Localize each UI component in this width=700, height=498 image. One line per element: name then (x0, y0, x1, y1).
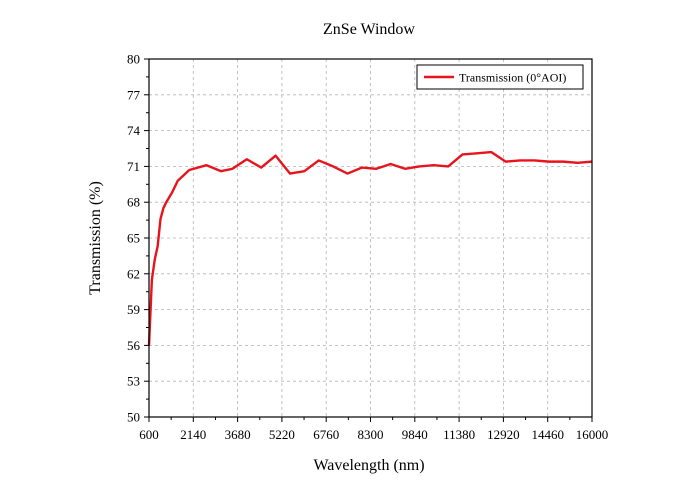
legend: Transmission (0°AOI) (416, 64, 584, 90)
y-tick-label: 56 (127, 338, 141, 353)
y-axis-title: Transmission (%) (87, 181, 104, 295)
x-tick-label: 5220 (269, 427, 295, 442)
y-tick-label: 71 (127, 159, 140, 174)
y-tick-label: 68 (127, 195, 140, 210)
y-tick-label: 65 (127, 231, 140, 246)
y-tick-label: 74 (127, 123, 141, 138)
x-tick-label: 9840 (402, 427, 428, 442)
axis-ticks: 600 2140 3680 5220 6760 8300 9840 11380 12920 144… (127, 52, 608, 443)
legend-label-transmission: Transmission (0°AOI) (459, 71, 566, 85)
grid-lines (149, 59, 592, 417)
y-tick-label: 59 (127, 302, 140, 317)
x-tick-label: 11380 (443, 427, 475, 442)
chart-title: ZnSe Window (323, 21, 415, 38)
y-tick-label: 80 (127, 52, 140, 67)
series-line-transmission (147, 150, 593, 346)
x-tick-label: 3680 (225, 427, 251, 442)
y-tick-label: 62 (127, 266, 140, 281)
y-tick-label: 50 (127, 410, 140, 425)
x-tick-label: 8300 (358, 427, 384, 442)
x-tick-label: 14460 (531, 427, 564, 442)
x-tick-label: 2140 (180, 427, 206, 442)
y-tick-label: 53 (127, 374, 140, 389)
x-tick-label: 6760 (313, 427, 339, 442)
series-layer (147, 150, 593, 346)
x-axis-title: Wavelength (nm) (313, 457, 424, 474)
x-tick-label: 16000 (576, 427, 609, 442)
x-tick-label: 600 (139, 427, 159, 442)
y-tick-label: 77 (127, 87, 141, 102)
x-tick-label: 12920 (487, 427, 520, 442)
